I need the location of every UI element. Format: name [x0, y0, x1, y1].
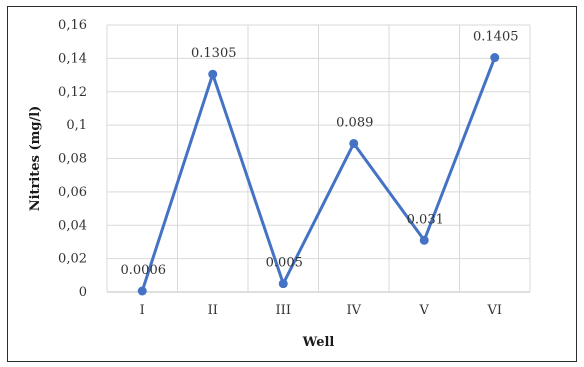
y-axis-ticks: 0 0,02 0,04 0,06 0,08 0,1 0,12 0,14 0,16: [58, 18, 87, 300]
data-label: 0.1405: [473, 30, 519, 45]
data-point: [419, 235, 429, 245]
series-nitrites: [137, 53, 500, 296]
data-labels: 0.0006 0.1305 0.005 0.089 0.031 0.1405: [121, 30, 519, 278]
gridlines: [106, 24, 531, 293]
x-tick-label: III: [276, 303, 291, 318]
x-tick-label: II: [208, 303, 218, 318]
y-tick-label: 0,1: [66, 118, 87, 133]
data-point: [278, 279, 288, 289]
y-tick-label: 0,14: [58, 51, 87, 66]
y-axis-title: Nitrites (mg/l): [28, 106, 43, 212]
y-tick-label: 0,12: [58, 85, 87, 100]
y-tick-label: 0,02: [58, 252, 87, 267]
x-axis-ticks: I II III IV V VI: [140, 303, 502, 318]
chart-frame: 0 0,02 0,04 0,06 0,08 0,1 0,12 0,14 0,16 I II III I…: [7, 6, 577, 362]
data-label: 0.031: [407, 212, 444, 227]
y-tick-label: 0,06: [58, 185, 87, 200]
x-axis-title: Well: [302, 335, 335, 350]
data-point: [349, 138, 359, 148]
y-tick-label: 0,08: [58, 152, 87, 167]
x-tick-label: IV: [346, 303, 361, 318]
x-tick-label: VI: [486, 303, 502, 318]
data-label: 0.1305: [191, 46, 237, 61]
data-point: [208, 69, 218, 79]
line-chart: 00,020,040,060,080,10,120,140,16 I II III I…: [28, 18, 531, 350]
y-tick-label: 0: [79, 285, 87, 300]
y-tick-label: 0,04: [58, 218, 87, 233]
y-tick-label: 0,16: [58, 18, 87, 33]
data-label: 0.089: [336, 115, 373, 130]
x-tick-label: V: [419, 303, 430, 318]
data-label: 0.005: [266, 256, 303, 271]
data-point: [490, 53, 500, 63]
x-tick-label: I: [140, 303, 145, 318]
series-line: [140, 57, 497, 292]
data-label: 0.0006: [121, 263, 167, 278]
data-point: [137, 286, 147, 296]
